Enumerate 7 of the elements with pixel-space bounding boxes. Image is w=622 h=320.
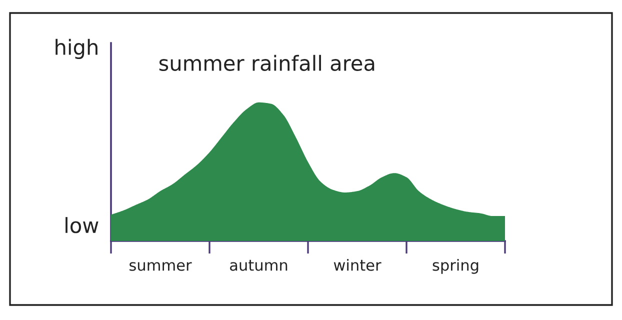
x-tick-label: autumn — [230, 260, 288, 271]
x-tick-label: winter — [334, 259, 382, 271]
x-tick-label: spring — [432, 259, 478, 274]
text: high — [56, 38, 98, 60]
text: low — [66, 217, 98, 234]
x-tick-label: summer — [130, 262, 192, 271]
chart-title: summer rainfall area — [159, 54, 374, 72]
